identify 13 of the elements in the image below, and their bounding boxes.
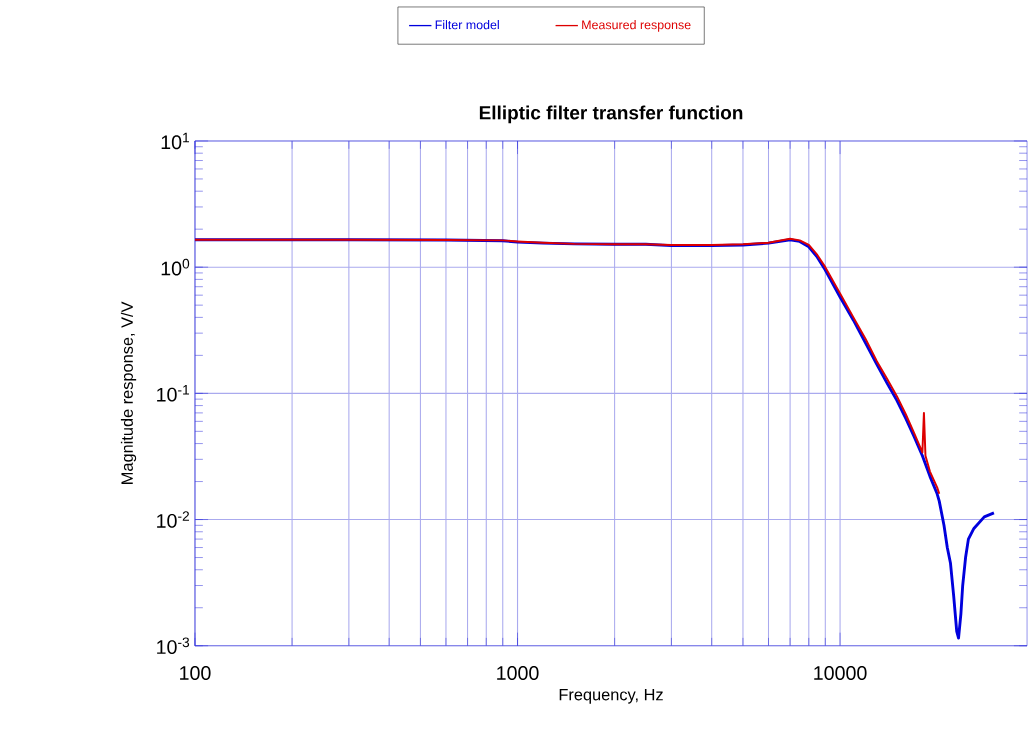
legend-label: Measured response (582, 19, 691, 32)
y-tick-label: 10$^{0}$ (161, 258, 190, 276)
x-tick-label: 100 (180, 665, 211, 680)
x-tick-label: 1000 (497, 665, 539, 680)
legend-label: Filter model (435, 19, 499, 30)
x-tick-label: 10000 (814, 665, 867, 680)
y-tick-label: 10$^{-1}$ (157, 384, 190, 402)
y-tick-label: 10$^{1}$ (161, 132, 190, 150)
y-tick-label: 10$^{-2}$ (157, 511, 189, 528)
y-axis-title: Magnitude response, V/V (120, 301, 137, 484)
chart-title: Elliptic filter transfer function (479, 105, 743, 124)
y-tick-label: 10$^{-3}$ (157, 637, 190, 654)
x-axis-title: Frequency, Hz (559, 688, 663, 704)
